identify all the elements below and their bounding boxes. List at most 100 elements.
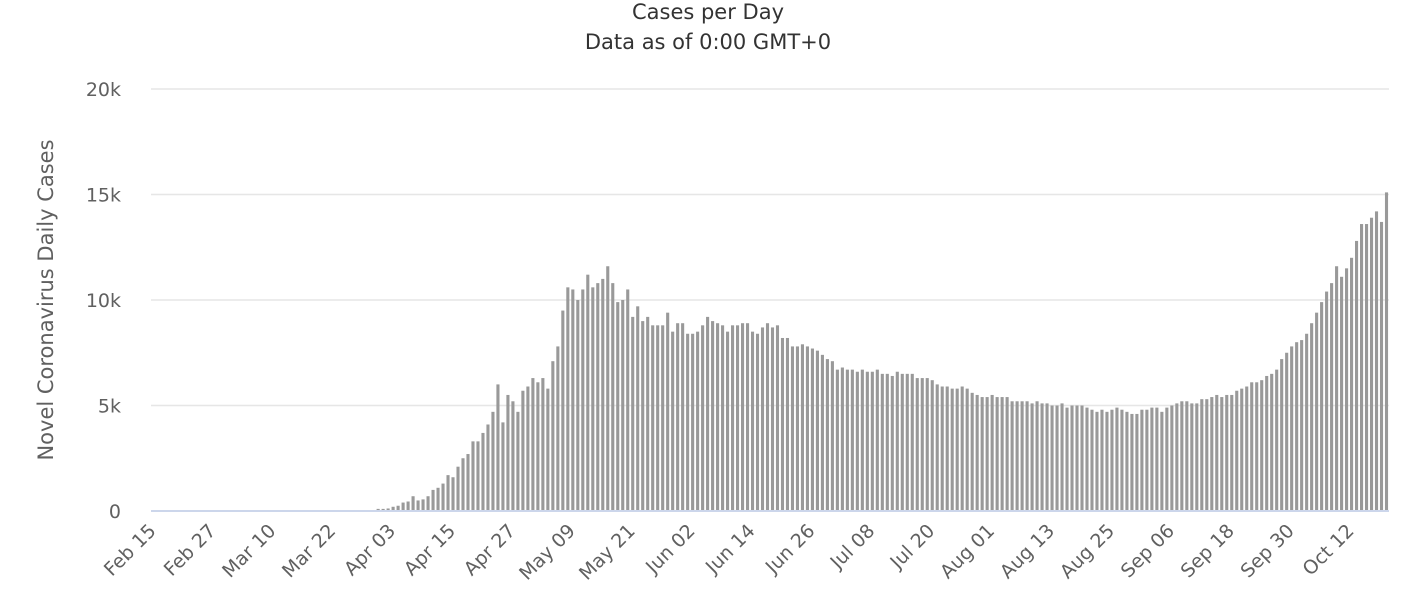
bar	[1360, 224, 1364, 512]
bar	[526, 386, 530, 511]
bar	[646, 316, 650, 511]
bar	[1045, 403, 1049, 511]
bar	[446, 475, 450, 511]
bar	[586, 274, 590, 511]
bar	[391, 506, 395, 511]
bar	[1150, 407, 1154, 511]
bar	[920, 378, 924, 511]
bar	[745, 323, 750, 511]
bar	[1280, 359, 1284, 511]
bar	[985, 397, 989, 511]
bar	[1185, 401, 1189, 511]
bar	[825, 359, 829, 511]
x-tick-label: Oct 12	[1298, 520, 1358, 580]
bar	[1060, 403, 1064, 511]
bar	[491, 411, 495, 511]
bar	[815, 350, 819, 511]
x-tick-label: Sep 06	[1117, 520, 1179, 582]
x-tick-label: Aug 25	[1056, 520, 1119, 583]
bar	[1305, 333, 1309, 511]
bar	[1040, 403, 1044, 511]
bar	[436, 487, 440, 511]
bar	[805, 346, 809, 511]
bar	[676, 323, 680, 511]
bar	[696, 331, 700, 511]
bar	[910, 373, 914, 511]
y-tick-label: 5k	[98, 396, 121, 418]
x-tick-label: Aug 13	[996, 520, 1059, 583]
bar	[900, 373, 904, 511]
bar	[1140, 409, 1144, 511]
bar	[661, 325, 665, 511]
x-tick-label: Apr 03	[340, 520, 400, 580]
bar	[1215, 394, 1219, 511]
bar	[466, 454, 470, 511]
x-tick-label: Mar 22	[278, 520, 340, 582]
bar	[611, 283, 615, 511]
bar	[880, 373, 884, 511]
bar	[785, 337, 790, 511]
bar	[581, 289, 585, 511]
bar	[576, 300, 580, 511]
bar	[1130, 413, 1134, 511]
bar	[1170, 405, 1174, 511]
bar-series	[376, 192, 1389, 512]
bar	[1369, 217, 1374, 511]
bar	[875, 369, 879, 511]
y-axis-label: Novel Coronavirus Daily Cases	[34, 139, 58, 460]
bar	[945, 386, 949, 511]
bar	[1340, 276, 1344, 511]
bar	[561, 310, 565, 511]
bar	[915, 378, 919, 511]
bar	[1025, 401, 1029, 511]
bar	[1379, 221, 1384, 511]
bar	[1035, 401, 1039, 511]
gridlines	[151, 88, 1389, 407]
bar	[780, 337, 785, 511]
x-tick-label: Mar 10	[218, 520, 280, 582]
bar	[940, 386, 944, 511]
bar	[750, 331, 755, 511]
bar	[810, 348, 814, 511]
bar	[496, 384, 500, 511]
bar	[865, 371, 869, 511]
bar	[641, 321, 645, 511]
bar	[1180, 401, 1184, 511]
bar	[1290, 346, 1294, 511]
bar	[396, 505, 400, 511]
y-tick-label: 15k	[86, 185, 121, 207]
bar	[501, 422, 505, 511]
bar	[421, 499, 425, 511]
bar	[1165, 407, 1169, 511]
bar	[716, 323, 720, 511]
x-tick-label: Jul 08	[825, 520, 879, 574]
x-tick-label: Sep 30	[1236, 520, 1298, 582]
x-tick-label: Aug 01	[936, 520, 999, 583]
x-tick-label: Jun 02	[641, 520, 700, 579]
bar	[1265, 375, 1269, 511]
bar	[721, 325, 725, 511]
bar	[835, 369, 839, 511]
x-tick-label: Jun 26	[761, 520, 820, 579]
bar	[636, 306, 640, 511]
bar	[1195, 403, 1199, 511]
bar	[1270, 373, 1274, 511]
bar	[1255, 382, 1259, 511]
bar	[1205, 399, 1209, 511]
bar	[1080, 405, 1084, 511]
bar	[1320, 302, 1324, 511]
bar	[631, 316, 635, 511]
bar	[621, 300, 625, 511]
bar	[1145, 409, 1149, 511]
bar	[905, 373, 909, 511]
bar	[531, 378, 535, 511]
bar	[1350, 257, 1354, 511]
bar	[1135, 413, 1139, 511]
bar	[701, 325, 705, 511]
bar	[706, 316, 710, 511]
bar	[830, 361, 834, 511]
bar	[596, 283, 600, 511]
bar	[1120, 409, 1124, 511]
x-tick-label: Jun 14	[701, 520, 760, 579]
